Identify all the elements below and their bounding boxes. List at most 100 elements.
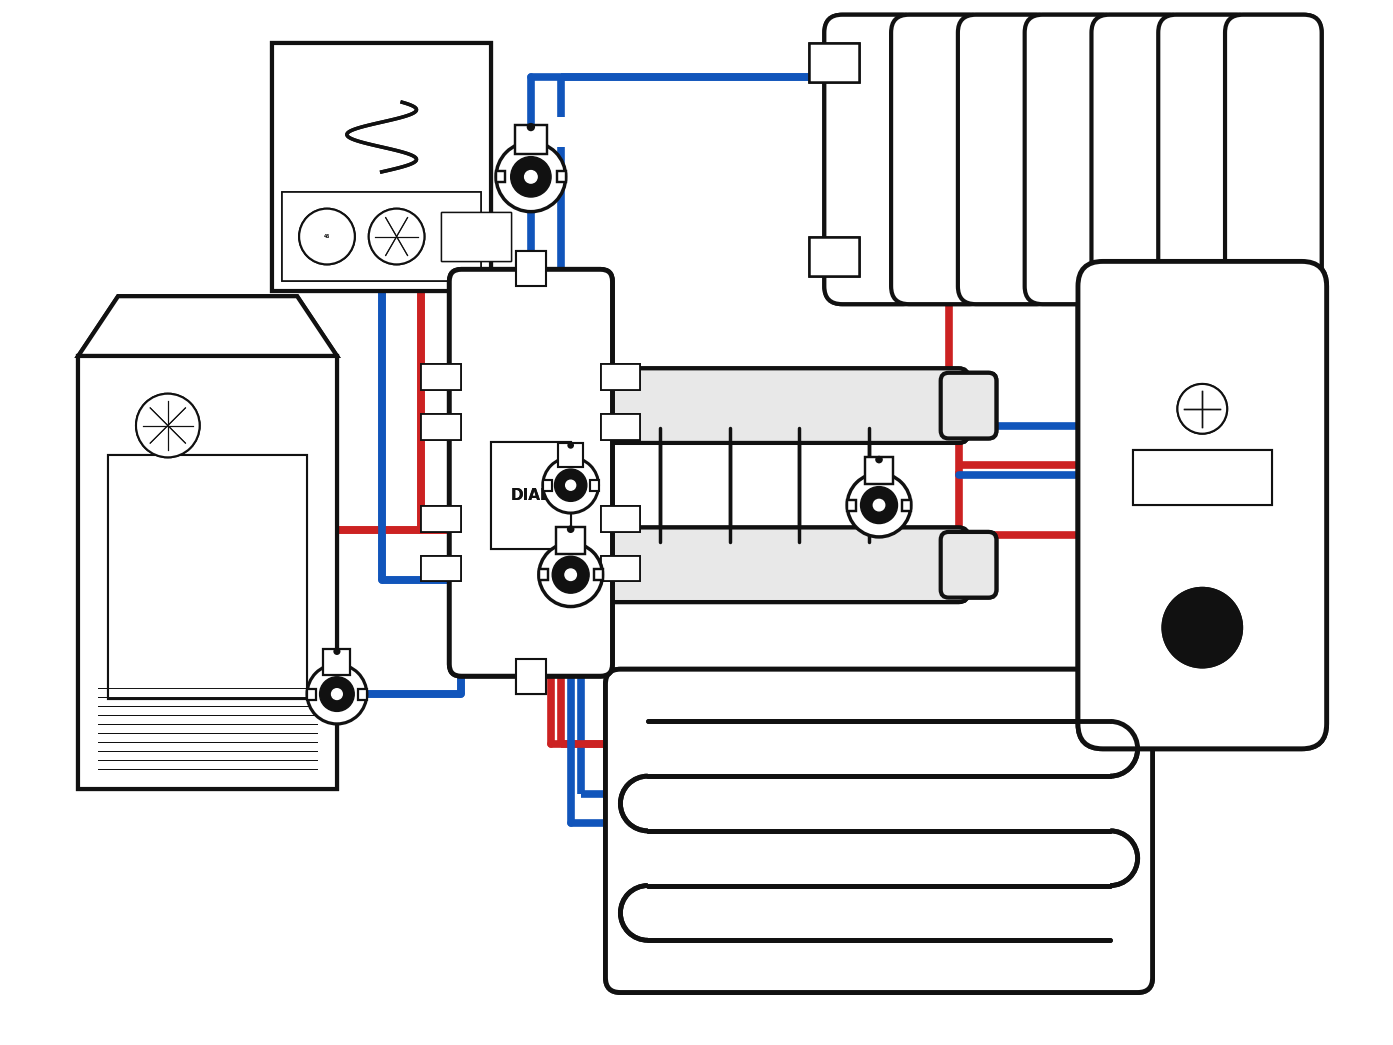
Circle shape [875, 456, 883, 463]
Bar [272, 43, 492, 292]
Circle shape [1163, 588, 1243, 668]
FancyBboxPatch shape [940, 373, 996, 439]
Circle shape [306, 665, 366, 724]
FancyBboxPatch shape [1025, 15, 1121, 304]
Bar [283, 192, 481, 281]
Circle shape [873, 500, 885, 511]
Bar [865, 458, 893, 485]
FancyBboxPatch shape [825, 15, 921, 304]
Text: 46: 46 [323, 234, 330, 239]
Polygon shape [78, 296, 337, 356]
Circle shape [333, 648, 340, 655]
Bar [422, 556, 461, 581]
Circle shape [511, 157, 552, 198]
Bar [600, 364, 641, 390]
FancyBboxPatch shape [591, 528, 968, 602]
Text: 46: 46 [323, 234, 330, 239]
Bar [600, 556, 641, 581]
FancyBboxPatch shape [450, 270, 613, 676]
Circle shape [137, 394, 199, 458]
Bar [515, 252, 546, 286]
FancyBboxPatch shape [1092, 15, 1188, 304]
FancyBboxPatch shape [1025, 15, 1121, 304]
Bar [515, 659, 546, 694]
Bar [422, 506, 461, 532]
Bar [496, 171, 506, 182]
Circle shape [1177, 384, 1227, 434]
FancyBboxPatch shape [1158, 15, 1255, 304]
Bar [600, 506, 641, 532]
Bar [515, 252, 546, 286]
FancyBboxPatch shape [958, 15, 1055, 304]
Circle shape [369, 209, 425, 264]
Circle shape [566, 568, 577, 580]
Bar [442, 212, 511, 261]
Circle shape [847, 473, 911, 537]
Bar [78, 356, 337, 789]
Bar [847, 500, 857, 511]
Text: DIAL: DIAL [511, 488, 550, 504]
Circle shape [1163, 588, 1243, 668]
Bar [272, 43, 492, 292]
Bar [556, 527, 585, 554]
Bar [559, 443, 584, 467]
Bar [515, 124, 546, 155]
Bar [422, 364, 461, 390]
Bar [561, 552, 600, 578]
Bar [323, 649, 351, 675]
Circle shape [137, 394, 199, 458]
Circle shape [567, 526, 574, 533]
Bar [358, 689, 366, 699]
Circle shape [552, 556, 589, 594]
FancyBboxPatch shape [958, 15, 1055, 304]
Circle shape [319, 677, 354, 712]
Bar [1133, 450, 1272, 505]
Bar [593, 570, 603, 580]
Bar [809, 43, 859, 83]
Bar [543, 480, 552, 491]
Circle shape [369, 209, 425, 264]
Text: DIAL: DIAL [511, 488, 550, 504]
Circle shape [567, 442, 574, 448]
Bar [600, 364, 641, 390]
Circle shape [543, 458, 599, 513]
FancyBboxPatch shape [940, 532, 996, 598]
Bar [442, 212, 511, 261]
Bar [492, 442, 571, 550]
Bar [283, 192, 481, 281]
FancyBboxPatch shape [606, 669, 1152, 993]
Circle shape [525, 170, 538, 183]
Circle shape [566, 481, 575, 490]
Bar [422, 556, 461, 581]
Bar [600, 556, 641, 581]
FancyBboxPatch shape [1078, 261, 1326, 749]
Bar [422, 364, 461, 390]
FancyBboxPatch shape [450, 270, 613, 676]
FancyBboxPatch shape [591, 528, 968, 602]
Bar [561, 393, 600, 419]
Bar [557, 171, 566, 182]
FancyBboxPatch shape [940, 373, 996, 439]
FancyBboxPatch shape [1092, 15, 1188, 304]
Circle shape [1177, 384, 1227, 434]
FancyBboxPatch shape [591, 368, 968, 443]
FancyBboxPatch shape [1078, 261, 1326, 749]
Bar [809, 236, 859, 276]
Bar [561, 393, 600, 419]
Bar [422, 414, 461, 440]
Circle shape [527, 123, 535, 132]
Bar [422, 506, 461, 532]
Circle shape [299, 209, 355, 264]
Circle shape [539, 543, 603, 606]
Bar [1133, 450, 1272, 505]
FancyBboxPatch shape [892, 15, 988, 304]
Bar [901, 500, 911, 511]
Bar [809, 236, 859, 276]
FancyBboxPatch shape [1158, 15, 1255, 304]
FancyBboxPatch shape [1224, 15, 1322, 304]
Bar [600, 414, 641, 440]
Bar [109, 456, 306, 699]
Bar [561, 552, 600, 578]
Bar [78, 356, 337, 789]
Polygon shape [78, 296, 337, 356]
